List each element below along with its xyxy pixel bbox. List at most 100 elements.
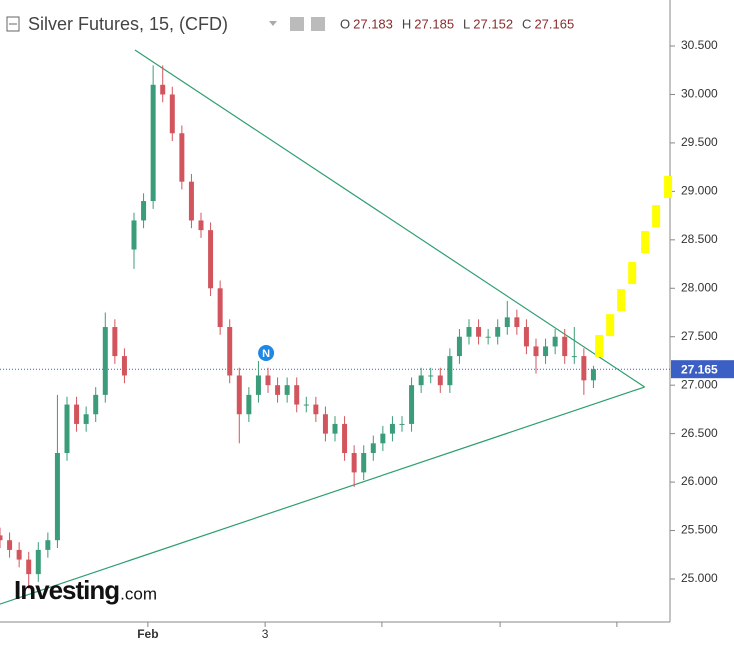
candle-body	[150, 84, 156, 202]
candle-body	[131, 220, 137, 250]
ohlc-value: 27.185	[414, 16, 454, 31]
candle-body	[26, 559, 32, 575]
candle-body	[208, 230, 214, 289]
watermark-brand: Investing	[14, 575, 119, 605]
candle-body	[361, 453, 367, 473]
trendline	[0, 386, 645, 605]
ohlc-value: 27.183	[353, 16, 393, 31]
last-price-badge	[671, 360, 734, 379]
settings-icon[interactable]	[311, 17, 325, 31]
candle-body	[495, 327, 501, 337]
candle-body	[485, 336, 491, 338]
last-price-label: 27.165	[681, 362, 718, 376]
ohlc-value: 27.165	[534, 16, 574, 31]
candle-body	[476, 327, 482, 337]
candle-body	[93, 394, 99, 415]
y-tick-label: 30.000	[681, 87, 718, 101]
candle-body	[418, 375, 424, 386]
candle-body	[121, 356, 127, 376]
y-tick-label: 26.000	[681, 474, 718, 488]
candle-body	[571, 356, 577, 358]
candle-body	[141, 201, 147, 221]
candle-body	[399, 423, 405, 425]
candle-body	[54, 453, 60, 541]
candle-body	[294, 385, 300, 405]
candle-body	[198, 220, 204, 231]
candle-body	[7, 540, 13, 550]
candle-body	[169, 94, 175, 134]
ohlc-label: H	[402, 16, 411, 31]
candle-body	[83, 414, 89, 424]
chart-title: Silver Futures, 15, (CFD)	[28, 14, 228, 34]
y-tick-label: 29.500	[681, 135, 718, 149]
candle-body	[562, 336, 568, 357]
candle-body	[437, 375, 443, 386]
candle-body	[188, 181, 194, 221]
projection-dash	[652, 205, 661, 228]
candle-body	[112, 327, 118, 357]
news-marker	[258, 345, 275, 362]
eye-icon[interactable]	[290, 17, 304, 31]
x-tick-label: Feb	[137, 627, 158, 641]
candle-body	[102, 327, 108, 395]
y-tick-label: 27.000	[681, 377, 718, 391]
ohlc-value: 27.152	[473, 16, 513, 31]
candle-body	[322, 414, 328, 434]
candle-body	[275, 385, 281, 395]
y-tick-label: 29.000	[681, 184, 718, 198]
projection-dash	[606, 314, 615, 337]
projection-dash	[641, 231, 650, 254]
x-tick-label: 3	[262, 627, 269, 641]
candle-body	[581, 356, 587, 381]
candle-body	[236, 375, 242, 415]
candle-body	[380, 433, 386, 444]
candle-body	[0, 535, 3, 541]
candle-body	[246, 394, 252, 415]
y-tick-label: 25.000	[681, 571, 718, 585]
candle-body	[552, 336, 558, 347]
y-tick-label: 28.500	[681, 232, 718, 246]
candle-body	[16, 549, 22, 560]
candle-body	[160, 84, 166, 95]
ohlc-label: C	[522, 16, 531, 31]
candle-body	[428, 375, 434, 377]
candle-body	[466, 327, 472, 337]
trendline	[134, 49, 645, 388]
candle-body	[303, 404, 309, 406]
candle-body	[217, 288, 223, 328]
news-marker-label: N	[262, 348, 270, 360]
projection-dash	[595, 335, 604, 358]
watermark-suffix: .com	[120, 584, 157, 603]
candle-body	[284, 385, 290, 395]
candle-body	[351, 453, 357, 473]
candle-body	[35, 549, 41, 575]
candle-body	[543, 346, 549, 357]
candle-body	[590, 369, 596, 381]
dropdown-arrow[interactable]	[269, 21, 277, 26]
y-tick-label: 30.500	[681, 38, 718, 52]
candle-body	[456, 336, 462, 357]
candle-body	[342, 423, 348, 454]
ohlc-label: L	[463, 16, 470, 31]
candle-body	[332, 423, 338, 434]
candle-body	[179, 133, 185, 182]
y-tick-label: 25.500	[681, 523, 718, 537]
collapse-button[interactable]	[6, 16, 20, 32]
candle-body	[504, 317, 510, 328]
y-tick-label: 28.000	[681, 280, 718, 294]
candle-body	[74, 404, 80, 424]
y-tick-label: 27.500	[681, 329, 718, 343]
candle-body	[389, 423, 395, 434]
candle-body	[447, 356, 453, 386]
candle-body	[533, 346, 539, 357]
projection-dash	[628, 262, 637, 285]
candle-body	[227, 327, 233, 376]
candle-body	[45, 540, 51, 550]
candle-body	[255, 375, 261, 395]
candle-body	[265, 375, 271, 386]
candle-body	[514, 317, 520, 328]
candle-body	[409, 385, 415, 424]
candle-body	[64, 404, 70, 454]
